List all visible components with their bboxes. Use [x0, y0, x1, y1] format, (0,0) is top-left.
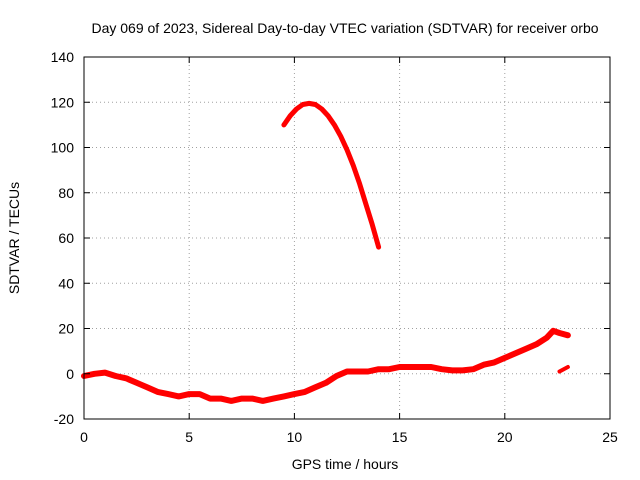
data-point [187, 392, 191, 396]
data-point [534, 342, 538, 346]
data-point [135, 381, 139, 385]
data-point [307, 101, 311, 105]
data-point [219, 397, 223, 401]
data-point [366, 370, 370, 373]
data-point [358, 182, 362, 186]
data-point [377, 367, 381, 371]
x-tick-label: 25 [602, 429, 618, 445]
y-axis-label: SDTVAR / TECUs [6, 182, 22, 294]
data-point [93, 372, 96, 376]
data-point [339, 134, 343, 138]
data-point [177, 394, 181, 398]
data-point [166, 392, 170, 396]
data-point [558, 370, 561, 373]
data-point [261, 399, 265, 403]
y-tick-label: 20 [58, 321, 74, 337]
x-tick-label: 5 [185, 429, 193, 445]
chart-title: Day 069 of 2023, Sidereal Day-to-day VTE… [91, 20, 598, 36]
data-point [313, 385, 317, 389]
data-point [492, 360, 496, 364]
grid-lines [84, 57, 610, 419]
x-tick-label: 10 [287, 429, 303, 445]
data-point [250, 397, 254, 401]
data-point [103, 371, 107, 375]
y-tick-label: -20 [54, 411, 74, 427]
data-point [326, 114, 330, 118]
data-point [461, 368, 465, 372]
data-point [124, 376, 128, 380]
data-point [282, 394, 286, 398]
data-point [229, 399, 233, 403]
data-point [513, 351, 517, 355]
data-point [295, 107, 298, 111]
data-point [282, 123, 286, 127]
y-tick-label: 80 [58, 185, 74, 201]
data-point [114, 374, 118, 378]
data-point [545, 336, 549, 340]
axis-ticks: 0 5 10 15 20 25 -20 0 20 40 60 80 100 120 140 [51, 49, 618, 445]
data-point [450, 368, 454, 372]
data-point [332, 123, 336, 127]
data-point [313, 103, 317, 106]
data-point [345, 148, 349, 152]
data-point [271, 397, 275, 401]
data-point [377, 245, 381, 249]
data-point [288, 114, 292, 118]
data-point [292, 392, 296, 396]
y-tick-label: 120 [51, 94, 75, 110]
data-point [303, 390, 307, 394]
data-point [301, 103, 305, 106]
data-point [351, 164, 355, 168]
data-point [503, 356, 507, 360]
data-point [364, 202, 368, 206]
data-point [524, 347, 528, 351]
data-point [398, 365, 402, 369]
plot-frame [83, 56, 611, 420]
series-line-arc [281, 100, 382, 250]
y-tick-label: 100 [51, 140, 75, 156]
data-point [356, 370, 359, 373]
x-tick-label: 20 [497, 429, 513, 445]
y-tick-label: 140 [51, 49, 75, 65]
data-point [551, 329, 555, 333]
x-axis-label: GPS time / hours [292, 456, 399, 472]
data-point [471, 367, 475, 371]
data-point [145, 385, 149, 389]
data-point [440, 367, 444, 371]
series-line-main [81, 327, 571, 404]
data-point [566, 333, 570, 337]
data-point [419, 365, 423, 369]
data-point [482, 363, 486, 367]
y-tick-label: 0 [66, 366, 74, 382]
data-point [566, 365, 570, 369]
data-point [558, 331, 561, 335]
y-tick-label: 60 [58, 230, 74, 246]
data-point [198, 392, 202, 396]
data-point [208, 397, 212, 401]
data-point [370, 222, 374, 226]
data-point [156, 390, 160, 394]
data-point [387, 367, 391, 371]
data-point [324, 381, 328, 385]
data-point [429, 365, 433, 369]
data-point [562, 367, 566, 371]
y-tick-label: 40 [58, 275, 74, 291]
x-tick-label: 0 [80, 429, 88, 445]
data-point [320, 107, 324, 111]
x-tick-label: 15 [392, 429, 408, 445]
data-point [240, 397, 244, 401]
data-point [408, 365, 412, 369]
data-point [345, 370, 349, 373]
data-series [81, 100, 571, 404]
data-point [335, 374, 338, 378]
